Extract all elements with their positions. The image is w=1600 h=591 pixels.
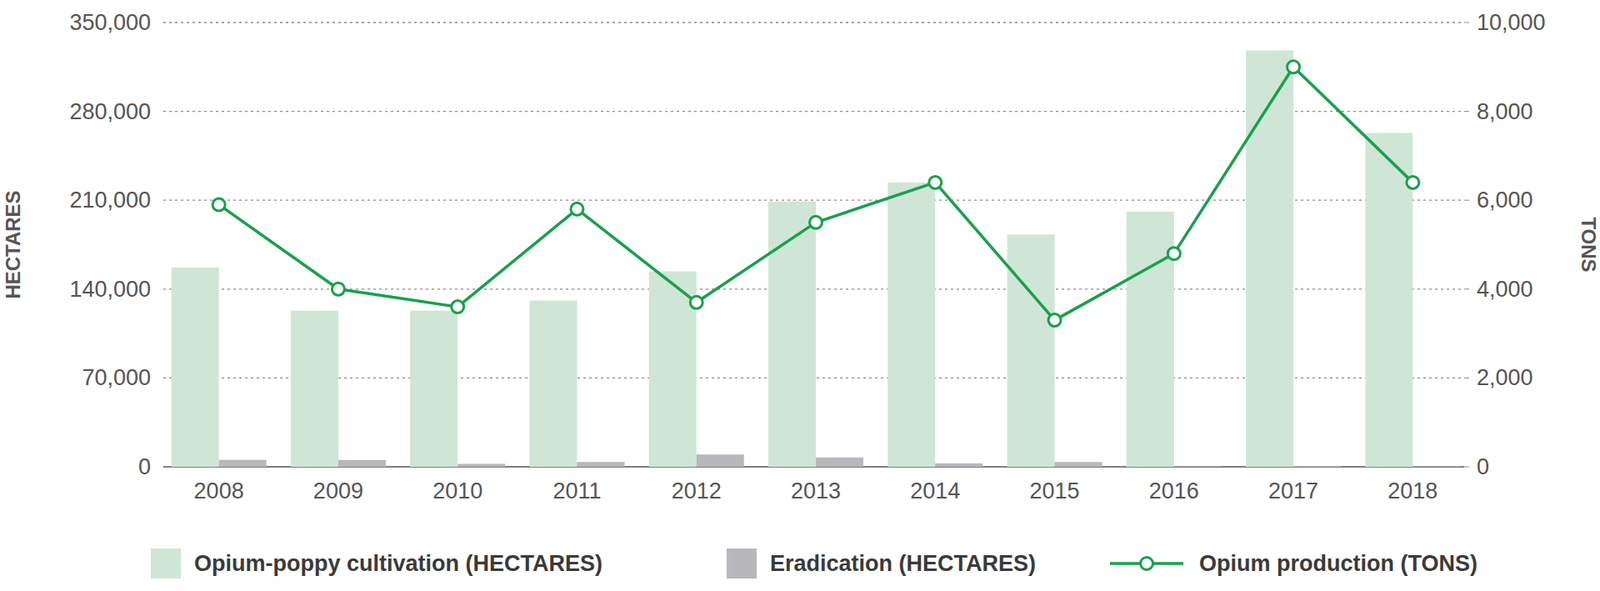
bar [171, 267, 220, 467]
y2-tick-label: 8,000 [1476, 99, 1534, 125]
y2-tick [1464, 377, 1470, 379]
marker [690, 295, 703, 309]
y2-tick-label: 0 [1476, 454, 1490, 480]
marker [1048, 314, 1061, 327]
y2-tick [1464, 200, 1470, 201]
legend-swatch [150, 548, 181, 579]
legend-label: Opium production (TONS) [1199, 550, 1478, 576]
bar [529, 300, 577, 467]
bar [1293, 465, 1341, 467]
bar [457, 463, 505, 467]
x-tick-label: 2014 [910, 478, 960, 504]
marker [570, 202, 584, 215]
y-axis-title: HECTARES [1, 190, 25, 299]
y2-axis-title: TONS [1577, 216, 1600, 272]
bar [1126, 211, 1175, 467]
y-tick-label: 350,000 [69, 10, 151, 35]
y2-tick-label: 4,000 [1476, 276, 1534, 302]
marker [1406, 175, 1420, 189]
y-tick-label: 70,000 [81, 365, 151, 390]
x-tick-label: 2011 [552, 478, 601, 504]
y2-tick [1464, 22, 1470, 24]
legend-marker [1140, 557, 1154, 570]
bar [1174, 465, 1222, 467]
y2-tick [1464, 466, 1470, 468]
x-tick-label: 2015 [1030, 478, 1080, 504]
marker [810, 215, 823, 229]
bar [576, 461, 625, 467]
grid [163, 22, 1465, 467]
x-tick-label: 2012 [671, 478, 722, 504]
bar [1055, 461, 1103, 467]
bar [410, 310, 458, 467]
bar [696, 454, 745, 467]
marker [1287, 60, 1300, 74]
x-tick-label: 2008 [194, 478, 245, 504]
y-tick-label: 210,000 [69, 187, 151, 213]
marker [1167, 247, 1180, 260]
bar [1007, 234, 1055, 467]
legend-label: Opium-poppy cultivation (HECTARES) [194, 550, 603, 576]
grid-line [163, 21, 1465, 23]
bar [887, 182, 935, 467]
marker [451, 300, 465, 314]
bar [219, 460, 267, 467]
y2-tick-label: 2,000 [1476, 365, 1534, 390]
legend-label: Eradication (HECTARES) [770, 550, 1036, 576]
x-tick-label: 2017 [1268, 478, 1319, 504]
bar [935, 463, 983, 467]
y-tick-label: 0 [138, 454, 151, 480]
line [219, 66, 1414, 320]
y2-tick-label: 10,000 [1476, 10, 1546, 35]
marker [929, 175, 942, 189]
x-tick-label: 2016 [1149, 478, 1200, 504]
y-tick-label: 280,000 [69, 99, 151, 125]
marker [212, 198, 225, 211]
chart: 0 70,000 140,000 210,000 280,000 350,000 0 2,00… [0, 0, 1600, 591]
x-tick-label: 2010 [432, 478, 483, 504]
x-tick-label: 2013 [790, 478, 841, 504]
bar [768, 201, 816, 467]
x-tick-label: 2018 [1387, 478, 1438, 504]
y2-tick-label: 6,000 [1476, 187, 1534, 213]
plot-area [171, 50, 1461, 467]
legend-swatch [726, 548, 757, 579]
bar [1412, 465, 1460, 467]
page: {"chart_data": { "type": "bar", "categor… [0, 0, 1600, 591]
bar [815, 457, 864, 467]
bar [338, 460, 386, 467]
bar [290, 310, 339, 467]
x-tick-label: 2009 [313, 478, 364, 504]
y-tick-label: 140,000 [69, 276, 151, 302]
marker [331, 282, 345, 295]
y2-tick [1464, 110, 1470, 112]
legend: Opium-poppy cultivation (HECTARES) Eradic… [150, 548, 1478, 579]
y2-tick [1464, 288, 1470, 290]
bar [1245, 50, 1294, 467]
